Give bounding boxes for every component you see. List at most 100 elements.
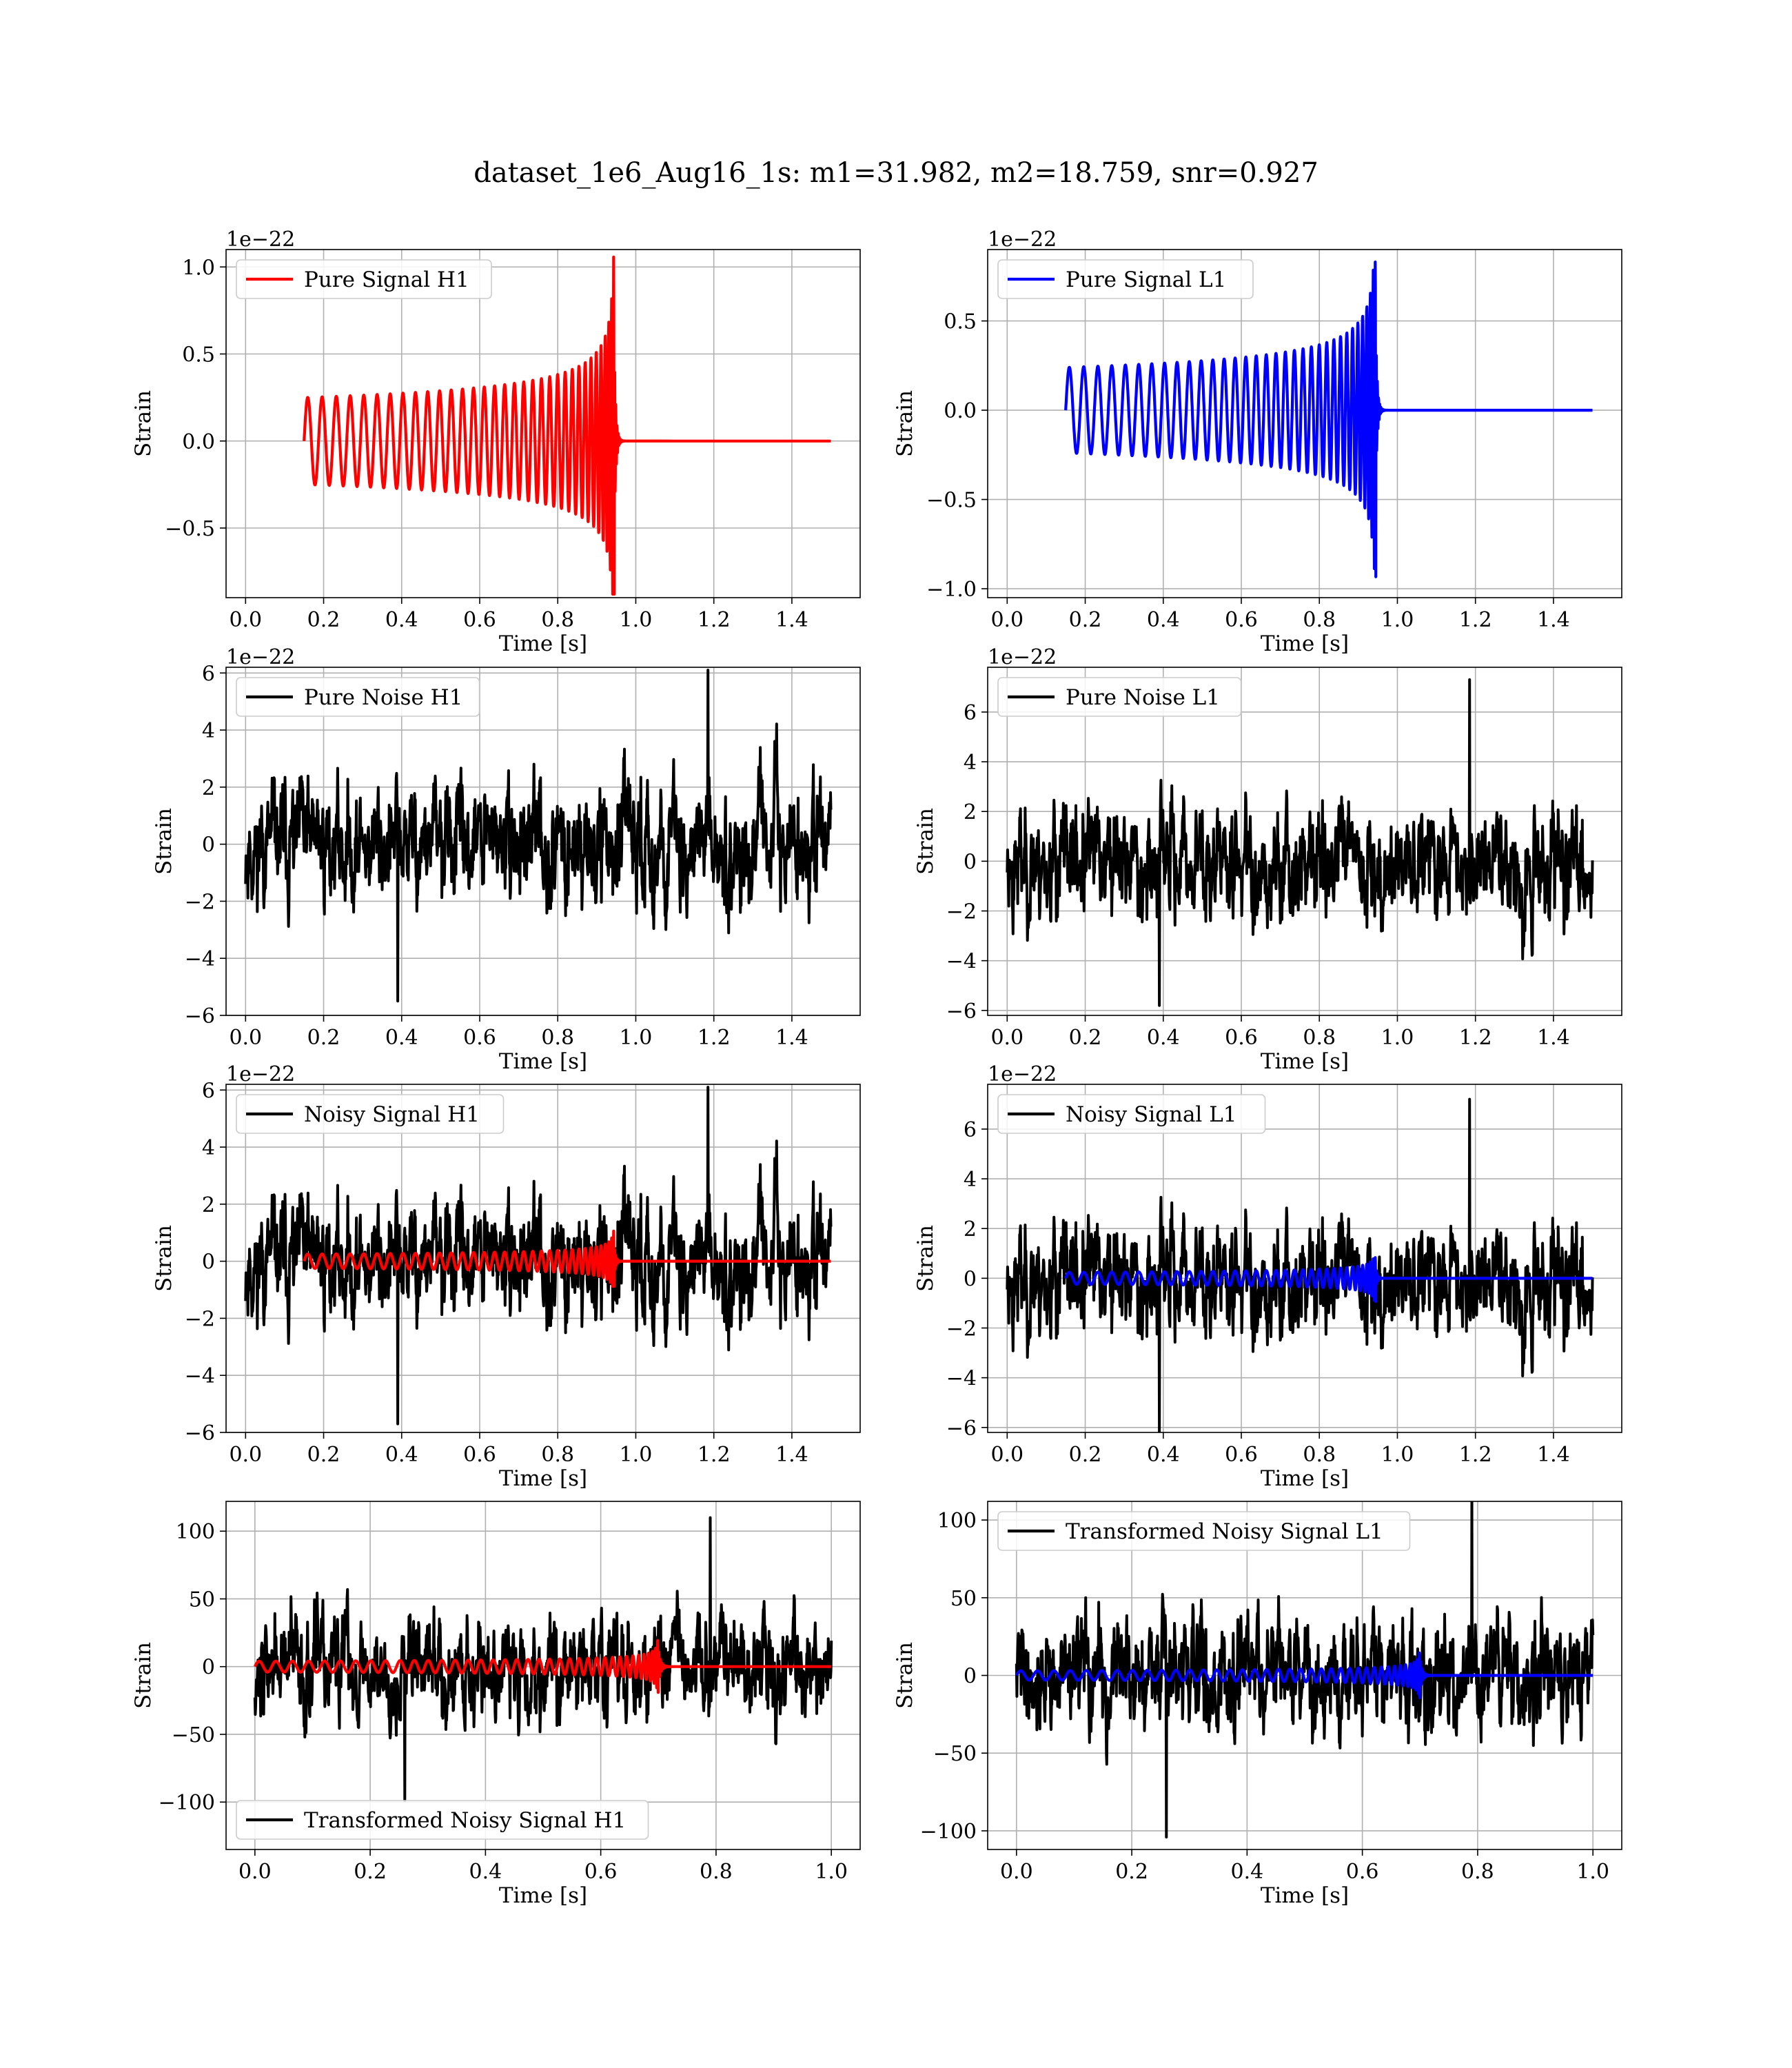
x-axis-label: Time [s]	[1261, 1883, 1349, 1908]
x-tick-label: 1.0	[1576, 1860, 1609, 1884]
y-tick-label: 4	[202, 1136, 215, 1160]
x-tick-label: 0.6	[463, 1443, 496, 1467]
y-tick-label: −50	[172, 1723, 215, 1747]
y-tick-label: 0.0	[944, 399, 977, 423]
legend: Transformed Noisy Signal H1	[236, 1800, 649, 1840]
legend-label: Pure Signal H1	[304, 267, 469, 292]
x-tick-label: 1.4	[1537, 1026, 1570, 1050]
x-tick-label: 0.0	[229, 1443, 262, 1467]
y-tick-label: 2	[202, 1193, 215, 1217]
legend-label: Noisy Signal L1	[1066, 1102, 1237, 1127]
x-tick-label: 0.0	[990, 1026, 1024, 1050]
subplot-transformed-noisy-signal-h1: 0.0 0.2 0.4 0.6 0.8 1.0 −100 −50 0 50 100 Time [s] S…	[131, 1501, 861, 1908]
x-tick-label: 0.2	[354, 1860, 387, 1884]
x-tick-label: 0.8	[1303, 608, 1336, 632]
legend: Transformed Noisy Signal L1	[997, 1511, 1411, 1551]
y-axis-label: Strain	[152, 1225, 176, 1292]
series-line-chirp-overlay	[303, 1229, 833, 1288]
y-tick-label: −2	[946, 1317, 977, 1341]
legend-box	[236, 1800, 649, 1840]
series-line-transformed-noisy-signal-h1	[253, 1516, 833, 1803]
x-tick-label: 0.2	[307, 1026, 340, 1050]
axes-frame	[987, 667, 1622, 1016]
x-tick-label: 1.4	[775, 1443, 808, 1467]
series-group	[1006, 1097, 1594, 1432]
x-tick-label: 1.0	[1381, 608, 1414, 632]
series-line-pure-noise-h1	[244, 669, 833, 1003]
x-tick-label: 0.2	[1069, 1443, 1102, 1467]
y-tick-label: 4	[964, 751, 977, 775]
y-tick-label: −4	[185, 947, 215, 971]
subplot-pure-signal-h1: 0.0 0.2 0.4 0.6 0.8 1.0 1.2 1.4 −0.5 0.0 0.5 1.0 Tim…	[131, 227, 861, 656]
y-tick-label: 0.0	[182, 430, 215, 454]
y-tick-label: 2	[202, 776, 215, 800]
axes-frame	[225, 667, 861, 1016]
legend-box	[997, 677, 1242, 717]
y-tick-label: 0	[202, 1656, 215, 1680]
y-tick-label: 0	[964, 1267, 977, 1291]
x-axis-label: Time [s]	[1261, 631, 1349, 656]
y-tick-label: 0.5	[944, 310, 977, 334]
subplot-noisy-signal-l1: 0.0 0.2 0.4 0.6 0.8 1.0 1.2 1.4 −6 −4 −2 0 2 4 6 Time […	[913, 1062, 1622, 1491]
figure-title: dataset_1e6_Aug16_1s: m1=31.982, m2=18.7…	[474, 157, 1318, 189]
series-group	[1064, 261, 1594, 578]
x-tick-label: 0.2	[1115, 1860, 1148, 1884]
series-group	[244, 1086, 833, 1426]
y-tick-label: 2	[964, 800, 977, 824]
legend-label: Transformed Noisy Signal H1	[304, 1808, 626, 1833]
series-line-transformed-noisy-signal-l1	[1015, 1501, 1595, 1838]
legend: Pure Noise H1	[236, 677, 480, 717]
y-tick-label: 0	[964, 850, 977, 874]
y-axis-label: Strain	[913, 1225, 938, 1292]
x-tick-label: 0.4	[469, 1860, 502, 1884]
x-tick-label: 0.6	[1225, 1026, 1258, 1050]
x-axis-label: Time [s]	[499, 1883, 587, 1908]
y-tick-label: 4	[964, 1168, 977, 1192]
y-offset-label: 1e−22	[988, 227, 1057, 252]
x-tick-label: 1.2	[1459, 608, 1492, 632]
y-tick-label: 0.5	[182, 343, 215, 367]
y-tick-label: −0.5	[926, 489, 977, 513]
x-tick-label: 0.6	[463, 608, 496, 632]
subplot-transformed-noisy-signal-l1: 0.0 0.2 0.4 0.6 0.8 1.0 −100 −50 0 50 100 Time [s] S…	[893, 1501, 1622, 1908]
axes-frame	[987, 1084, 1622, 1433]
x-tick-label: 0.4	[385, 1026, 418, 1050]
y-tick-label: −1.0	[926, 578, 977, 602]
legend-box	[997, 1511, 1411, 1551]
legend-label: Noisy Signal H1	[304, 1102, 480, 1127]
y-tick-label: 6	[964, 1118, 977, 1142]
y-tick-label: 50	[950, 1587, 977, 1611]
subplot-pure-noise-l1: 0.0 0.2 0.4 0.6 0.8 1.0 1.2 1.4 −6 −4 −2 0 2 4 6 Time […	[913, 645, 1622, 1074]
x-tick-label: 0.2	[307, 608, 340, 632]
y-axis-label: Strain	[893, 1642, 917, 1709]
y-tick-label: −100	[920, 1820, 977, 1844]
series-line-noisy-signal-h1	[244, 1086, 833, 1426]
legend-label: Pure Noise L1	[1066, 685, 1220, 710]
x-tick-label: 0.8	[1303, 1026, 1336, 1050]
series-line-chirp-overlay	[1064, 1256, 1594, 1304]
x-tick-label: 0.6	[584, 1860, 618, 1884]
series-line-pure-signal-l1	[1064, 261, 1594, 578]
y-offset-label: 1e−22	[226, 645, 295, 669]
x-tick-label: 1.0	[1381, 1026, 1414, 1050]
x-tick-label: 0.4	[1147, 1026, 1180, 1050]
y-tick-label: 6	[202, 662, 215, 686]
x-tick-label: 0.0	[238, 1860, 272, 1884]
x-tick-label: 0.6	[463, 1026, 496, 1050]
x-tick-label: 1.4	[775, 1026, 808, 1050]
y-offset-label: 1e−22	[988, 645, 1057, 669]
legend: Pure Noise L1	[997, 677, 1242, 717]
x-tick-label: 0.8	[1303, 1443, 1336, 1467]
legend: Noisy Signal H1	[236, 1094, 505, 1134]
y-tick-label: 4	[202, 719, 215, 743]
y-tick-label: 1.0	[182, 256, 215, 280]
y-axis-label: Strain	[913, 808, 938, 875]
x-tick-label: 0.0	[990, 608, 1024, 632]
x-axis-label: Time [s]	[499, 1466, 587, 1491]
y-tick-label: 50	[189, 1588, 215, 1612]
y-tick-label: −4	[185, 1364, 215, 1388]
legend: Noisy Signal L1	[997, 1094, 1266, 1134]
y-axis-label: Strain	[131, 390, 156, 457]
x-tick-label: 0.4	[1147, 1443, 1180, 1467]
y-tick-label: −6	[946, 1417, 977, 1441]
